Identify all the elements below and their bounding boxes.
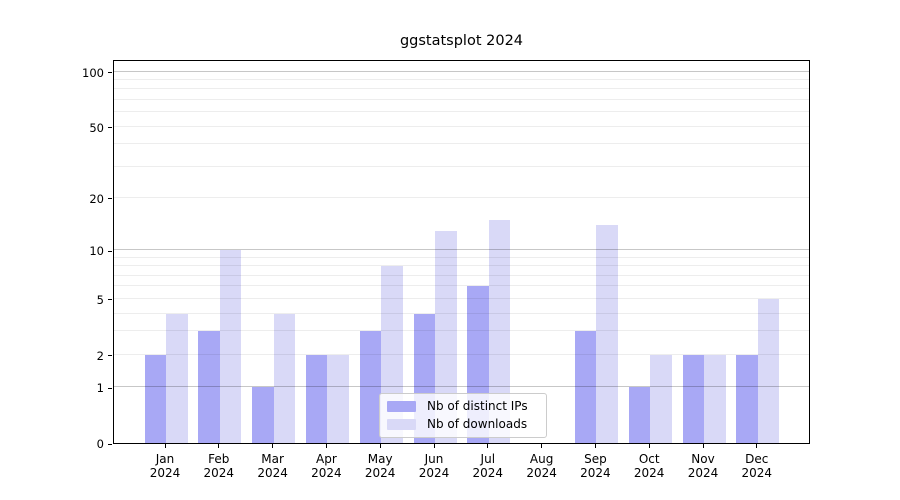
gridline-y-100 [114,70,809,72]
x-tick-label-sep: Sep 2024 [580,452,611,480]
x-tick-feb [218,444,220,448]
bar-distinct-ips-feb [198,331,220,443]
gridline-y-9 [114,256,809,258]
y-tick-20 [108,198,112,200]
gridline-y-6 [114,285,809,287]
x-tick-oct [648,444,650,448]
bar-distinct-ips-mar [252,387,274,443]
legend-item-downloads: Nb of downloads [387,417,538,431]
gridline-y-10 [114,249,809,250]
bar-downloads-feb [219,250,242,443]
y-tick-label-50: 50 [89,120,104,135]
x-tick-label-mar: Mar 2024 [257,452,288,480]
gridline-y-2 [114,353,809,355]
y-tick-label-0: 0 [96,437,104,451]
x-tick-label-aug: Aug 2024 [526,452,557,480]
gridlines-layer [114,61,809,443]
gridline-y-3 [114,330,809,332]
bar-downloads-dec [757,298,780,443]
y-tick-2 [108,355,112,357]
x-tick-aug [541,444,543,448]
x-tick-label-jan: Jan 2024 [149,452,181,480]
y-tick-label-1: 1 [96,381,104,396]
bar-downloads-oct [650,354,672,443]
gridline-y-1 [114,386,809,388]
bar-downloads-jun [435,230,457,443]
x-tick-label-nov: Nov 2024 [687,452,719,480]
y-tick-label-20: 20 [89,191,104,206]
bar-distinct-ips-apr [305,354,328,443]
x-tick-label-oct: Oct 2024 [633,452,665,480]
legend-swatch-distinct-ips [387,400,416,412]
x-tick-label-jul: Jul 2024 [472,452,504,480]
bar-downloads-mar [273,313,296,443]
x-tick-mar [272,444,274,448]
y-tick-10 [108,250,112,252]
gridline-y-30 [114,165,809,167]
y-tick-5 [108,299,112,301]
legend-swatch-downloads [387,418,416,430]
y-tick-1 [108,387,112,389]
x-tick-jun [433,444,435,448]
x-tick-jan [164,444,166,448]
x-tick-label-dec: Dec 2024 [741,452,773,480]
chart-title: ggstatsplot 2024 [399,33,524,49]
legend-label-distinct-ips: Nb of distinct IPs [427,399,528,413]
bar-downloads-apr [327,354,349,443]
y-tick-label-2: 2 [96,348,104,363]
gridline-y-8 [114,265,809,267]
bar-downloads-sep [596,225,618,443]
legend-label-downloads: Nb of downloads [427,417,528,431]
gridline-y-60 [114,111,809,113]
bar-distinct-ips-jan [144,354,166,443]
y-tick-100 [108,72,112,73]
bar-downloads-jan [166,313,188,443]
x-tick-label-may: May 2024 [364,452,396,480]
y-tick-50 [108,127,112,128]
x-tick-dec [756,444,758,448]
y-tick-0 [108,443,112,445]
plot-area: Nb of distinct IPs Nb of downloads [113,60,810,444]
gridline-y-80 [114,88,809,90]
bar-downloads-nov [704,354,726,443]
bar-distinct-ips-dec [736,354,758,443]
gridline-y-50 [114,125,809,127]
x-tick-nov [702,444,704,448]
x-tick-label-feb: Feb 2024 [203,452,235,480]
bar-distinct-ips-sep [574,331,597,443]
legend-item-distinct-ips: Nb of distinct IPs [387,399,538,413]
gridline-y-70 [114,98,809,100]
gridline-y-40 [114,143,809,145]
bar-distinct-ips-nov [682,354,704,443]
x-tick-label-jun: Jun 2024 [418,452,450,480]
gridline-y-90 [114,78,809,80]
bar-downloads-jul [488,219,511,443]
gridline-y-7 [114,274,809,276]
y-tick-label-100: 100 [82,65,104,80]
y-tick-label-5: 5 [96,292,104,307]
x-tick-may [379,444,381,448]
gridline-y-20 [114,196,809,198]
x-tick-label-apr: Apr 2024 [311,452,342,480]
bar-distinct-ips-may [359,331,382,443]
legend: Nb of distinct IPs Nb of downloads [379,393,547,438]
gridline-y-4 [114,312,809,314]
gridline-y-5 [114,297,809,299]
x-tick-sep [594,444,596,448]
y-tick-label-10: 10 [89,244,104,258]
x-tick-jul [487,444,489,448]
x-tick-apr [325,444,327,448]
bar-distinct-ips-oct [628,387,651,443]
